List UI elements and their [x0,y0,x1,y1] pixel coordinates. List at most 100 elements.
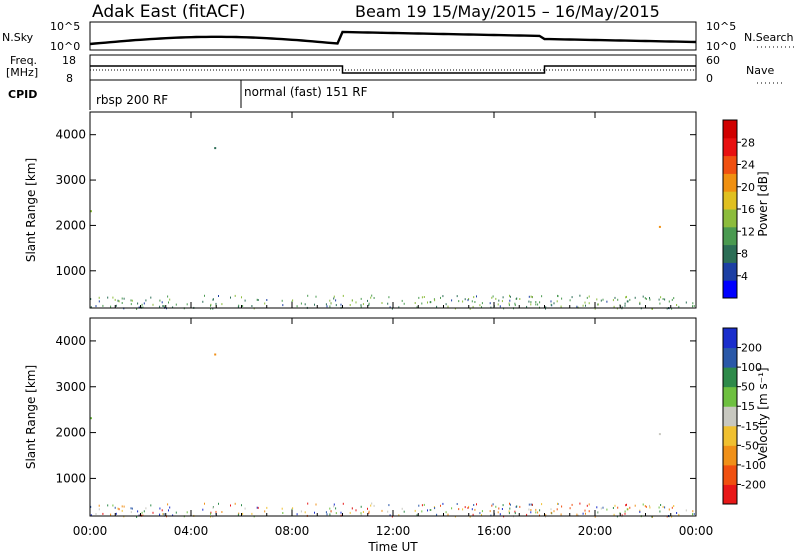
power-speckle [479,304,481,307]
colorbar-tick-label: -50 [741,439,759,452]
velocity-speckle [531,503,533,506]
velocity-speckle [98,508,100,511]
velocity-speckle [175,511,177,514]
velocity-speckle [282,512,284,514]
y-tick-label: 3000 [55,380,86,394]
y-tick-label: 4000 [55,334,86,348]
velocity-speckle [528,503,530,506]
power-speckle [114,298,116,301]
power-speckle [440,296,441,299]
nsearch-label: N.Search [744,31,794,44]
velocity-speckle [329,507,331,510]
velocity-speckle [373,504,375,507]
nsky-label: N.Sky [2,31,34,44]
y-tick-label: 3000 [55,173,86,187]
velocity-speckle [370,504,372,507]
y-tick-label: 2000 [55,426,86,440]
velocity-speckle [495,505,497,508]
velocity-speckle [668,508,670,511]
power-speckle [330,302,332,305]
velocity-speckle [368,510,370,513]
power-speckle [491,296,493,299]
power-data-layer [90,147,695,310]
velocity-speckle [613,513,615,516]
power-speckle [159,299,161,302]
cpid-segment-2: normal (fast) 151 RF [244,85,368,99]
velocity-speckle [114,506,116,509]
colorbar-frame [722,327,738,505]
velocity-speckle [606,508,608,511]
nsky-line [89,30,697,46]
power-speckle [569,299,571,302]
velocity-speckle [244,507,246,510]
velocity-speckle [212,506,214,509]
colorbar-swatch [723,226,737,246]
velocity-speckle [329,513,331,516]
velocity-speckle [367,507,368,510]
power-speckle [107,296,109,299]
power-speckle [445,303,447,306]
y-tick-label: 1000 [55,264,86,278]
power-speckle [458,300,460,303]
velocity-speckle [693,513,695,515]
power-speckle [282,304,284,307]
velocity-speckle [414,509,416,512]
velocity-speckle [644,505,646,507]
power-speckle [90,306,92,309]
velocity-speckle [649,506,651,509]
power-speckle [186,303,188,306]
colorbar-swatch [723,406,737,427]
velocity-speckle [639,510,641,513]
velocity-panel-frame [89,317,697,517]
power-speckle [662,298,664,300]
freq-unit: [MHz] [6,66,38,79]
power-speckle [658,298,660,301]
power-speckle [556,300,558,303]
velocity-speckle [509,502,510,505]
velocity-speckle [210,512,211,515]
power-speckle [498,299,500,302]
velocity-speckle [152,511,154,514]
velocity-speckle [676,512,678,514]
power-speckle [150,296,152,299]
power-speckle [613,305,615,308]
velocity-speckle [491,504,493,507]
nave-label: Nave [746,64,774,77]
velocity-speckle [434,507,436,510]
velocity-speckle [537,511,539,514]
power-speckle [381,302,383,304]
power-speckle [651,307,653,310]
velocity-data-layer [90,353,695,518]
velocity-speckle [600,507,602,510]
power-speckle [530,303,532,306]
power-speckle [391,307,393,310]
power-speckle [212,298,214,301]
velocity-speckle [508,512,510,515]
power-speckle [693,305,695,307]
power-speckle [340,303,342,306]
colorbar-swatch [723,155,737,174]
power-speckle [130,303,132,306]
power-speckle [571,296,573,299]
freq-label: Freq. [10,54,37,67]
velocity-cell [214,353,217,356]
colorbar-tick-label: 8 [741,248,748,261]
power-speckle [130,299,132,302]
velocity-speckle [143,510,145,513]
colorbar-tick-label: 50 [741,381,755,394]
velocity-speckle [659,510,661,513]
velocity-speckle [649,504,650,507]
velocity-speckle [403,510,405,513]
velocity-speckle [212,515,214,518]
power-speckle [314,303,315,306]
power-speckle [624,302,626,305]
power-speckle [685,301,687,304]
velocity-speckle [202,508,204,511]
power-speckle [161,301,163,304]
power-speckle [639,301,641,304]
power-speckle [204,294,205,297]
colorbar-swatch [723,484,737,505]
power-speckle [501,300,503,303]
velocity-speckle [458,508,460,511]
velocity-speckle [582,512,584,515]
